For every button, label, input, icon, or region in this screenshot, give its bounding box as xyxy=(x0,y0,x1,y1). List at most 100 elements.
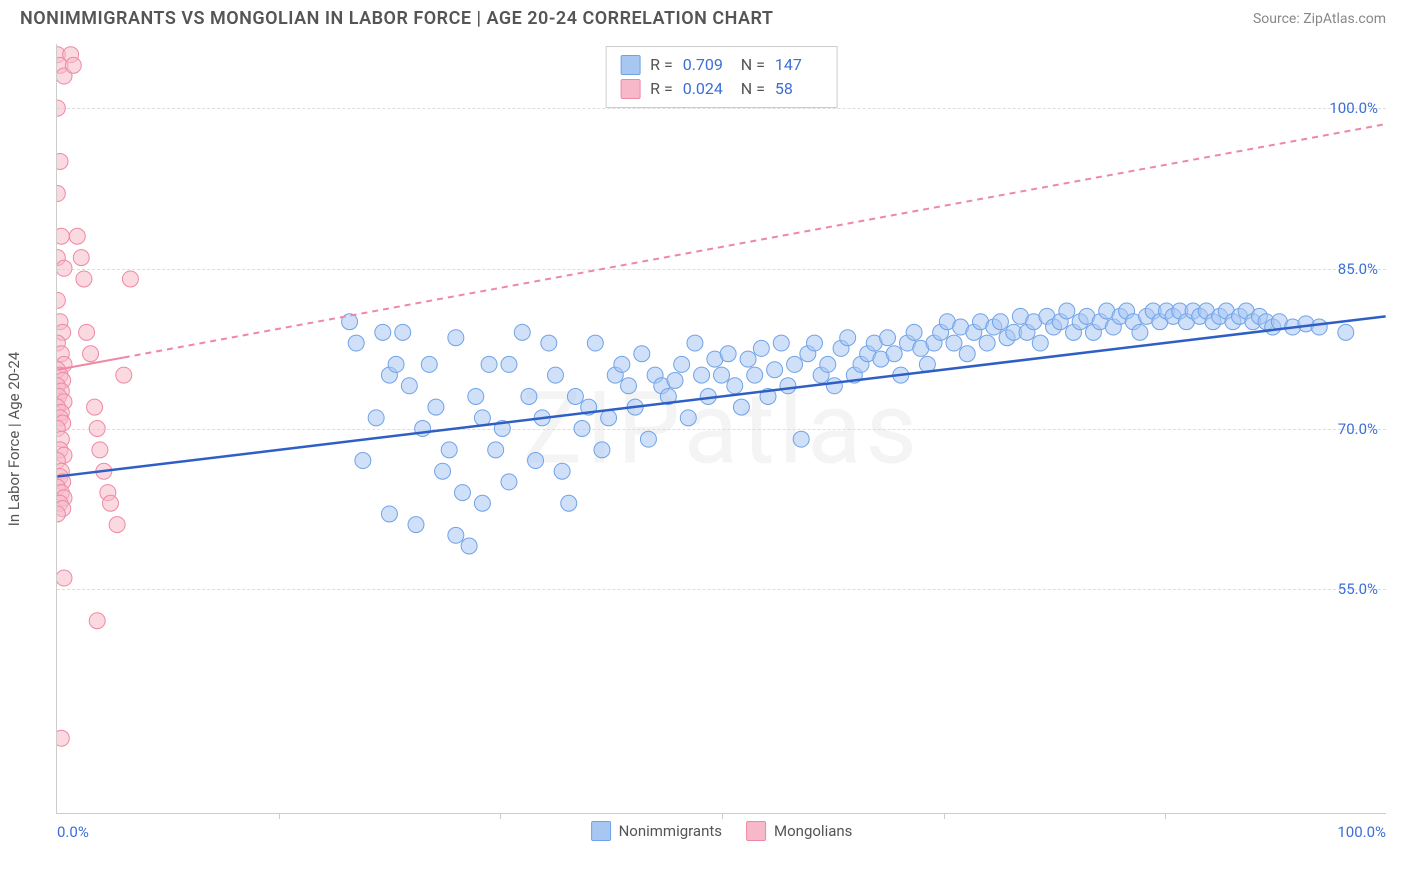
data-point xyxy=(368,410,384,426)
data-point xyxy=(116,367,132,383)
data-point xyxy=(355,453,371,469)
data-point xyxy=(448,330,464,346)
data-point xyxy=(395,324,411,340)
data-point xyxy=(441,442,457,458)
data-point xyxy=(793,431,809,447)
data-point xyxy=(57,100,65,116)
legend-label-nonimmigrants: Nonimmigrants xyxy=(619,822,722,840)
data-point xyxy=(375,324,391,340)
r-label: R = xyxy=(650,77,673,101)
data-point xyxy=(667,372,683,388)
page-title: NONIMMIGRANTS VS MONGOLIAN IN LABOR FORC… xyxy=(20,8,773,29)
data-point xyxy=(1311,319,1327,335)
data-point xyxy=(57,730,69,746)
data-point xyxy=(992,314,1008,330)
data-point xyxy=(767,362,783,378)
legend-swatch-nonimmigrants xyxy=(591,821,611,841)
data-point xyxy=(89,613,105,629)
data-point xyxy=(488,442,504,458)
data-point xyxy=(69,228,85,244)
data-point xyxy=(381,506,397,522)
data-point xyxy=(348,335,364,351)
stats-row-mongolians: R = 0.024 N = 58 xyxy=(620,77,823,101)
data-point xyxy=(773,335,789,351)
data-point xyxy=(787,356,803,372)
plot-area: ZIPatlas R = 0.709 N = 147 R = 0.024 N =… xyxy=(56,44,1386,814)
data-point xyxy=(122,271,138,287)
data-point xyxy=(401,378,417,394)
data-point xyxy=(435,463,451,479)
data-point xyxy=(733,399,749,415)
data-point xyxy=(674,356,690,372)
data-point xyxy=(501,356,517,372)
data-point xyxy=(1059,303,1075,319)
stats-row-nonimmigrants: R = 0.709 N = 147 xyxy=(620,53,823,77)
data-point xyxy=(1338,324,1354,340)
data-point xyxy=(92,442,108,458)
data-point xyxy=(547,367,563,383)
data-point xyxy=(826,378,842,394)
data-point xyxy=(820,356,836,372)
y-axis-label: In Labor Force | Age 20-24 xyxy=(5,352,23,526)
data-point xyxy=(574,421,590,437)
data-point xyxy=(740,351,756,367)
data-point xyxy=(461,538,477,554)
data-point xyxy=(57,292,65,308)
n-label: N = xyxy=(741,53,765,77)
data-point xyxy=(89,421,105,437)
data-point xyxy=(906,324,922,340)
data-point xyxy=(880,330,896,346)
x-tick-mark xyxy=(944,813,945,819)
trend-line xyxy=(57,316,1385,476)
data-point xyxy=(541,335,557,351)
data-point xyxy=(946,335,962,351)
data-point xyxy=(421,356,437,372)
data-point xyxy=(594,442,610,458)
x-tick-mark xyxy=(279,813,280,819)
data-point xyxy=(87,399,103,415)
data-point xyxy=(714,367,730,383)
data-point xyxy=(727,378,743,394)
data-point xyxy=(76,271,92,287)
data-point xyxy=(561,495,577,511)
data-point xyxy=(640,431,656,447)
data-point xyxy=(73,250,89,266)
data-point xyxy=(57,260,72,276)
data-point xyxy=(109,517,125,533)
data-point xyxy=(428,399,444,415)
data-point xyxy=(886,346,902,362)
data-point xyxy=(621,378,637,394)
data-point xyxy=(1132,324,1148,340)
data-point xyxy=(454,485,470,501)
r-value-nonimmigrants: 0.709 xyxy=(683,53,731,77)
x-tick-mark xyxy=(1165,813,1166,819)
data-point xyxy=(57,186,65,202)
data-point xyxy=(57,228,69,244)
data-point xyxy=(474,495,490,511)
data-point xyxy=(601,410,617,426)
r-value-mongolians: 0.024 xyxy=(683,77,731,101)
data-point xyxy=(57,570,72,586)
data-point xyxy=(514,324,530,340)
data-point xyxy=(720,346,736,362)
data-point xyxy=(57,153,68,169)
n-value-mongolians: 58 xyxy=(775,77,809,101)
r-label: R = xyxy=(650,53,673,77)
data-point xyxy=(448,527,464,543)
source-attribution: Source: ZipAtlas.com xyxy=(1253,11,1386,27)
swatch-mongolians xyxy=(620,79,640,99)
swatch-nonimmigrants xyxy=(620,55,640,75)
data-point xyxy=(79,324,95,340)
data-point xyxy=(634,346,650,362)
data-point xyxy=(1032,335,1048,351)
data-point xyxy=(521,388,537,404)
data-point xyxy=(567,388,583,404)
data-point xyxy=(587,335,603,351)
x-axis-min-label: 0.0% xyxy=(57,823,89,841)
data-point xyxy=(840,330,856,346)
data-point xyxy=(959,346,975,362)
x-axis-max-label: 100.0% xyxy=(1337,823,1386,841)
legend-label-mongolians: Mongolians xyxy=(774,822,852,840)
n-value-nonimmigrants: 147 xyxy=(775,53,823,77)
bottom-legend: Nonimmigrants Mongolians xyxy=(591,821,853,841)
